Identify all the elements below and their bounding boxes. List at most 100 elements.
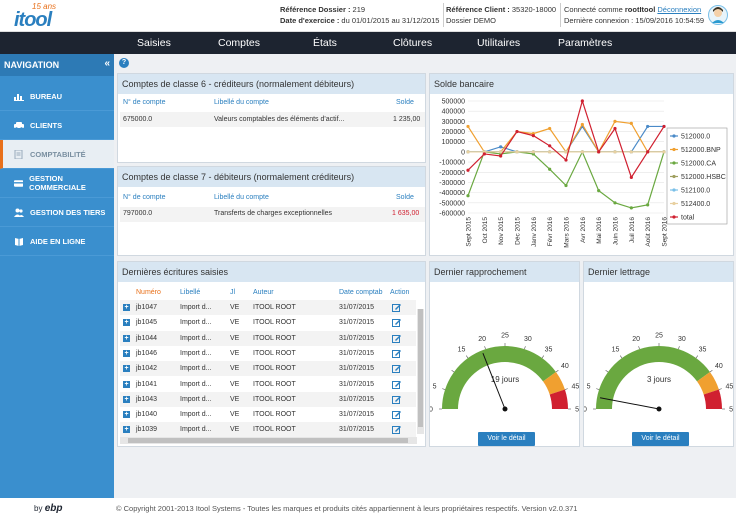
edit-icon[interactable] (392, 349, 401, 358)
gauge-tick-label: 35 (545, 347, 553, 354)
expand-icon[interactable]: + (123, 334, 130, 342)
x-tick-label: Août 2016 (645, 217, 652, 247)
collapse-icon[interactable]: « (104, 58, 110, 69)
table-row[interactable] (120, 361, 416, 377)
menu-etats[interactable]: États (313, 37, 337, 49)
edit-icon[interactable] (392, 395, 401, 404)
legend-label[interactable]: 512000.BNP (681, 147, 721, 154)
legend-marker (672, 188, 676, 192)
help-icon[interactable]: ? (119, 58, 129, 68)
panel-solde-bancaire: Solde bancaire 500000 400000 300000 200000 1… (429, 73, 734, 256)
document-icon (14, 149, 23, 159)
edit-icon[interactable] (392, 380, 401, 389)
panel-lettrage: Dernier lettrage 0 5 15 20 25 30 35 40 45 50 3 jou… (583, 261, 734, 447)
sidebar-item-comptabilite[interactable]: COMPTABILITÉ (0, 140, 114, 169)
legend-label[interactable]: 512000.0 (681, 134, 710, 141)
cell: jb1044 (136, 334, 158, 342)
sidebar-item-gestion-commerciale[interactable]: GESTION COMMERCIALE (0, 169, 114, 198)
gauge-value-label: 19 jours (491, 375, 519, 384)
menu-parametres[interactable]: Paramètres (558, 37, 613, 49)
y-tick-label: 100000 (442, 139, 465, 146)
cell: ITOOL ROOT (253, 304, 296, 311)
expand-icon[interactable]: + (123, 365, 130, 373)
legend-label[interactable]: 512000.HSBC (681, 174, 726, 181)
col-header[interactable]: Action (390, 289, 410, 296)
col-header[interactable]: Libellé (180, 289, 201, 296)
data-point (548, 144, 552, 148)
table-row[interactable] (120, 391, 416, 407)
edit-icon[interactable] (392, 364, 401, 374)
data-point (531, 150, 535, 154)
gauge-tick-label: 35 (699, 347, 707, 354)
gauge-tick-label: 45 (571, 384, 579, 391)
panel-title: Dernier rapprochement (430, 262, 579, 282)
panel-title: Dernières écritures saisies (118, 262, 425, 282)
expand-icon[interactable]: + (123, 395, 130, 403)
gauge-tick (678, 346, 680, 350)
footer: by ebp © Copyright 2001-2013 Itool Syste… (0, 498, 736, 518)
sidebar-item-aide[interactable]: AIDE EN LIGNE (0, 227, 114, 256)
voir-detail-button[interactable]: Voir le détail (632, 432, 689, 446)
gauge-tick (484, 346, 486, 350)
user-info: Connecté comme rootItool Déconnexion Der… (564, 4, 704, 26)
edit-icon[interactable] (392, 425, 401, 435)
col-header[interactable]: Jl (230, 289, 236, 296)
cell: Import d... (180, 334, 212, 342)
avatar-icon[interactable] (708, 4, 728, 26)
cell: Import d... (180, 304, 212, 311)
logout-link[interactable]: Déconnexion (657, 5, 702, 14)
car-icon (14, 121, 24, 130)
col-header[interactable]: Date comptab (339, 289, 383, 296)
edit-icon[interactable] (392, 334, 401, 343)
menu-saisies[interactable]: Saisies (137, 37, 171, 49)
sidebar-item-bureau[interactable]: BUREAU (0, 82, 114, 111)
expand-icon[interactable]: + (123, 304, 130, 311)
legend-label[interactable]: 512100.0 (681, 188, 710, 195)
cell-label: Valeurs comptables des éléments d'actif.… (214, 116, 345, 123)
legend-label[interactable]: total (681, 215, 695, 222)
legend-label[interactable]: 512000.CA (681, 161, 716, 168)
expand-icon[interactable]: + (123, 426, 130, 434)
itool-logo[interactable]: 15 ans itool (10, 2, 70, 31)
x-tick-label: Sept 2016 (662, 217, 669, 247)
cell: Import d... (180, 395, 212, 403)
table-row[interactable] (120, 422, 416, 438)
ebp-logo[interactable]: by ebp (34, 503, 62, 514)
cell: jb1039 (136, 426, 158, 434)
table-row[interactable] (120, 330, 416, 346)
horizontal-scrollbar[interactable] (120, 437, 417, 444)
edit-icon[interactable] (392, 318, 401, 328)
cell: jb1040 (136, 411, 158, 419)
gauge-tick (619, 355, 623, 359)
expand-icon[interactable]: + (123, 319, 130, 327)
sidebar-item-gestion-tiers[interactable]: GESTION DES TIERS (0, 198, 114, 227)
table-row[interactable] (120, 207, 425, 222)
menu-comptes[interactable]: Comptes (218, 37, 261, 49)
gauge-tick (465, 355, 469, 359)
col-label: Libellé du compte (214, 194, 269, 201)
edit-icon[interactable] (392, 410, 401, 420)
col-header[interactable]: Numéro (136, 289, 161, 296)
table-row[interactable] (120, 112, 425, 127)
menu-clotures[interactable]: Clôtures (393, 37, 433, 49)
menu-utilitaires[interactable]: Utilitaires (477, 37, 521, 49)
vertical-scrollbar[interactable] (417, 309, 424, 434)
y-tick-label: -100000 (439, 160, 465, 167)
expand-icon[interactable]: + (123, 380, 130, 388)
voir-detail-button[interactable]: Voir le détail (478, 432, 535, 446)
col-header[interactable]: Auteur (253, 289, 274, 296)
legend-label[interactable]: 512400.0 (681, 201, 710, 208)
gauge-tick-label: 0 (584, 407, 587, 414)
table-row[interactable] (120, 300, 416, 315)
top-menu: Saisies Comptes États Clôtures Utilitair… (0, 32, 736, 54)
expand-icon[interactable]: + (123, 411, 130, 419)
cell: Import d... (180, 426, 212, 434)
sidebar-item-clients[interactable]: CLIENTS (0, 111, 114, 140)
y-tick-label: 200000 (442, 129, 465, 136)
cell: jb1042 (136, 365, 158, 373)
edit-icon[interactable] (392, 303, 401, 312)
data-point (564, 158, 568, 162)
ebp-brand: ebp (44, 503, 63, 514)
connected-user: rootItool (624, 5, 656, 14)
expand-icon[interactable]: + (123, 349, 130, 357)
